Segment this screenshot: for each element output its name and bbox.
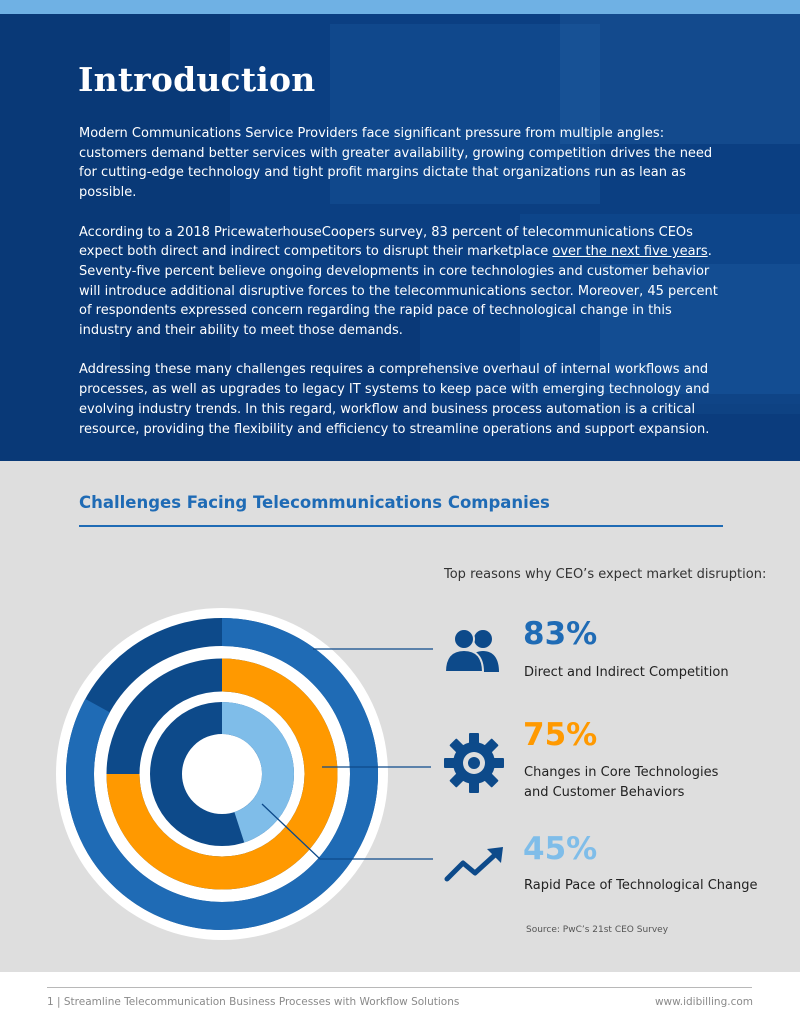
chart-ring-bar-1 [66, 618, 378, 930]
stat-competition-percent: 83% [523, 616, 598, 652]
section-title: Challenges Facing Telecommunications Com… [79, 493, 550, 512]
section-divider [79, 525, 723, 527]
chart-ring-bar-3 [221, 702, 294, 843]
hero-background-image [0, 14, 800, 461]
source-note: Source: PwC’s 21st CEO Survey [526, 925, 669, 935]
footer-page-label: 1 | Streamline Telecommunication Busines… [47, 996, 460, 1008]
gear-icon [444, 733, 504, 793]
chart-leader-line-3 [261, 803, 433, 860]
intro-body: Modern Communications Service Providers … [79, 124, 729, 459]
chart-center-hole [194, 746, 250, 802]
stat-pace-percent: 45% [523, 831, 598, 867]
footer-website-link[interactable]: www.idibilling.com [654, 996, 753, 1008]
intro-paragraph-2-text: According to a 2018 PricewaterhouseCoope… [79, 224, 693, 260]
people-icon [443, 628, 499, 673]
intro-paragraph-3: Addressing these many challenges require… [79, 362, 710, 437]
radial-chart [56, 608, 433, 940]
footer-divider [47, 987, 752, 988]
stat-technology-label-line2: and Customer Behaviors [524, 785, 685, 800]
intro-paragraph-2: According to a 2018 PricewaterhouseCoope… [79, 223, 729, 341]
reasons-label: Top reasons why CEO’s expect market disr… [444, 567, 767, 582]
trend-up-icon [444, 847, 503, 882]
page-title: Introduction [78, 60, 316, 99]
top-accent-strip [0, 0, 800, 14]
intro-paragraph-1: Modern Communications Service Providers … [79, 126, 713, 201]
chart-ring-bar-2 [106, 658, 338, 890]
intro-paragraph-2-text-end: . Seventy-five percent believe ongoing d… [79, 244, 718, 339]
challenges-section: Challenges Facing Telecommunications Com… [0, 461, 800, 972]
stat-technology-label-line1: Changes in Core Technologies [524, 765, 719, 780]
stat-competition-label: Direct and Indirect Competition [524, 665, 729, 680]
stat-pace-label: Rapid Pace of Technological Change [524, 878, 758, 893]
five-years-link[interactable]: over the next five years [552, 244, 708, 260]
introduction-hero: Introduction Modern Communications Servi… [0, 14, 800, 461]
stat-technology-percent: 75% [523, 717, 598, 753]
